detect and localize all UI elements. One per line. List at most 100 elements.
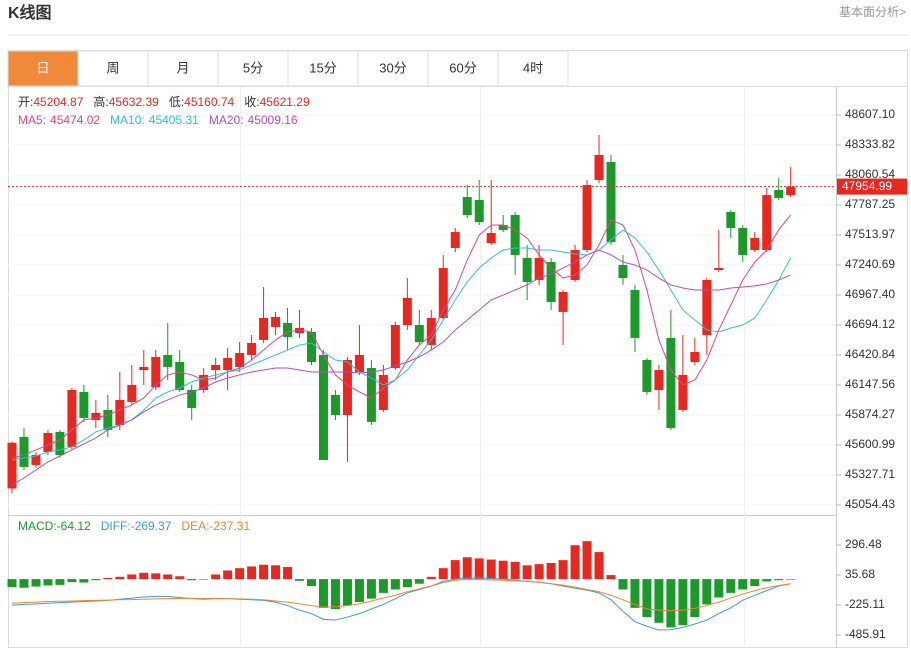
info-text: 收: xyxy=(244,95,259,109)
macd-bar xyxy=(510,561,520,580)
candle-body xyxy=(163,354,173,367)
macd-bar xyxy=(714,579,724,598)
tab-label[interactable]: 30分 xyxy=(379,60,406,75)
candle-body xyxy=(31,454,41,465)
info-text: 45621.29 xyxy=(260,95,310,109)
macd-bar xyxy=(67,579,77,582)
macd-bar xyxy=(115,576,125,580)
macd-bar xyxy=(342,579,352,606)
candle-body xyxy=(7,442,17,489)
info-row: MA5: 45474.02 MA10: 45405.31 MA20: 45009.16 xyxy=(18,113,298,127)
tab-label[interactable]: 周 xyxy=(106,60,119,75)
macd-bar xyxy=(187,579,197,581)
candle-body xyxy=(283,323,293,337)
candle-body xyxy=(271,316,281,327)
info-text: 45405.31 xyxy=(149,113,199,127)
candle-body xyxy=(235,352,245,367)
macd-bar xyxy=(307,579,316,587)
macd-tick-label: 35.68 xyxy=(845,567,875,581)
fundamental-link[interactable]: 基本面分析> xyxy=(839,5,906,19)
macd-bar xyxy=(7,579,17,588)
candle-body xyxy=(223,357,233,371)
tab-label[interactable]: 15分 xyxy=(309,60,336,75)
macd-tick-label: -485.91 xyxy=(845,627,886,641)
macd-bar xyxy=(726,579,736,593)
tab[interactable] xyxy=(357,50,429,87)
candle-body xyxy=(103,409,113,430)
candle-body xyxy=(546,261,556,302)
macd-bar xyxy=(295,579,305,581)
macd-bar xyxy=(666,579,676,628)
macd-bar xyxy=(31,579,41,587)
tab-label[interactable]: 5分 xyxy=(243,60,263,75)
y-tick-label: 48060.54 xyxy=(845,167,895,181)
candle-body xyxy=(318,354,328,461)
tab-label[interactable]: 日 xyxy=(36,60,49,75)
macd-bar xyxy=(103,577,113,580)
info-row: MACD:-64.12 DIFF:-269.37 DEA:-237.31 xyxy=(18,519,250,533)
candle-body xyxy=(606,162,616,243)
macd-bar xyxy=(330,579,340,610)
candle-body xyxy=(666,337,676,428)
info-text: MA10: xyxy=(110,113,145,127)
ma-line xyxy=(11,249,791,486)
tab[interactable] xyxy=(147,50,219,87)
candle-body xyxy=(750,237,760,251)
macd-bar xyxy=(139,572,149,580)
info-text: 45009.16 xyxy=(248,113,298,127)
tab[interactable] xyxy=(497,50,569,87)
macd-bar xyxy=(79,579,89,583)
y-tick-label: 46420.84 xyxy=(845,347,895,361)
macd-bar xyxy=(91,579,101,581)
macd-bar xyxy=(366,579,376,599)
candle-body xyxy=(486,233,496,244)
candle-body xyxy=(43,433,53,452)
macd-bar xyxy=(750,579,760,587)
macd-bar xyxy=(235,568,245,580)
tab[interactable] xyxy=(7,50,79,87)
candle-body xyxy=(774,189,784,199)
macd-bar xyxy=(594,552,604,580)
last-price-label: 47954.99 xyxy=(842,179,892,193)
tab[interactable] xyxy=(217,50,289,87)
info-text: -64.12 xyxy=(57,519,91,533)
info-text: DIFF: xyxy=(101,519,131,533)
candle-body xyxy=(247,343,257,355)
candle-body xyxy=(295,327,305,334)
macd-bar xyxy=(283,567,293,580)
candle-body xyxy=(330,394,340,416)
macd-line xyxy=(11,577,791,631)
info-text: 低: xyxy=(169,95,184,109)
candle-body xyxy=(55,431,65,455)
macd-bar xyxy=(175,576,185,580)
candle-body xyxy=(594,154,604,181)
info-text: 45474.02 xyxy=(50,113,100,127)
macd-bar xyxy=(259,564,269,580)
tab[interactable] xyxy=(77,50,149,87)
candle-body xyxy=(354,354,364,372)
tab-label[interactable]: 60分 xyxy=(449,60,476,75)
macd-bar xyxy=(271,565,281,580)
macd-bar xyxy=(582,541,592,580)
info-text: DEA: xyxy=(181,519,209,533)
y-tick-label: 47240.69 xyxy=(845,257,895,271)
macd-bar xyxy=(247,566,257,580)
tab[interactable] xyxy=(287,50,359,87)
candle-body xyxy=(474,199,484,223)
tab-label[interactable]: 月 xyxy=(176,60,189,75)
candle-body xyxy=(127,384,137,402)
macd-tick-label: 296.48 xyxy=(845,537,882,551)
panel-frame xyxy=(8,50,908,648)
candle-body xyxy=(151,356,161,388)
macd-bar xyxy=(43,579,53,586)
candle-body xyxy=(642,360,652,392)
tab-label[interactable]: 4时 xyxy=(523,60,543,75)
macd-bar xyxy=(642,579,652,618)
macd-bar xyxy=(450,560,460,580)
macd-bar xyxy=(486,559,496,580)
candle-body xyxy=(450,232,460,248)
macd-line xyxy=(11,579,791,612)
candle-body xyxy=(67,389,77,447)
macd-bar xyxy=(498,560,508,580)
